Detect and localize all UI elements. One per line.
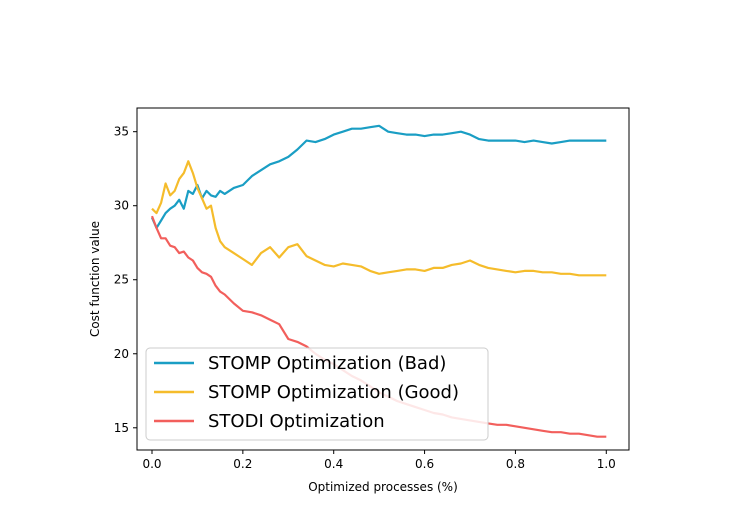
x-tick-label: 0.4 (324, 457, 343, 471)
x-tick-label: 0.2 (233, 457, 252, 471)
y-axis-label: Cost function value (88, 221, 102, 337)
x-axis-ticks: 0.0 0.2 0.4 0.6 0.8 1.0 (142, 450, 616, 471)
y-tick-label: 15 (114, 421, 129, 435)
y-tick-label: 30 (114, 199, 129, 213)
plot-frame (136, 107, 630, 451)
series-line-2 (151, 160, 607, 277)
x-tick-label: 0.8 (506, 457, 525, 471)
series-line-1 (150, 124, 607, 229)
x-tick-label: 0.6 (415, 457, 434, 471)
y-tick-label: 25 (114, 273, 129, 287)
y-tick-label: 20 (114, 347, 129, 361)
legend-entry-label: STOMP Optimization (Bad) (208, 353, 446, 374)
legend-entry-label: STODI Optimization (208, 411, 385, 432)
x-tick-label: 0.0 (142, 457, 161, 471)
y-axis-ticks: 15 20 25 30 35 (114, 125, 137, 435)
x-axis-label: Optimized processes (%) (308, 480, 458, 494)
legend: STOMP Optimization (Bad) STOMP Optimizati… (145, 347, 489, 441)
legend-box (145, 347, 489, 441)
y-tick-label: 35 (114, 125, 129, 139)
legend-entry-label: STOMP Optimization (Good) (208, 382, 459, 403)
x-tick-label: 1.0 (597, 457, 616, 471)
